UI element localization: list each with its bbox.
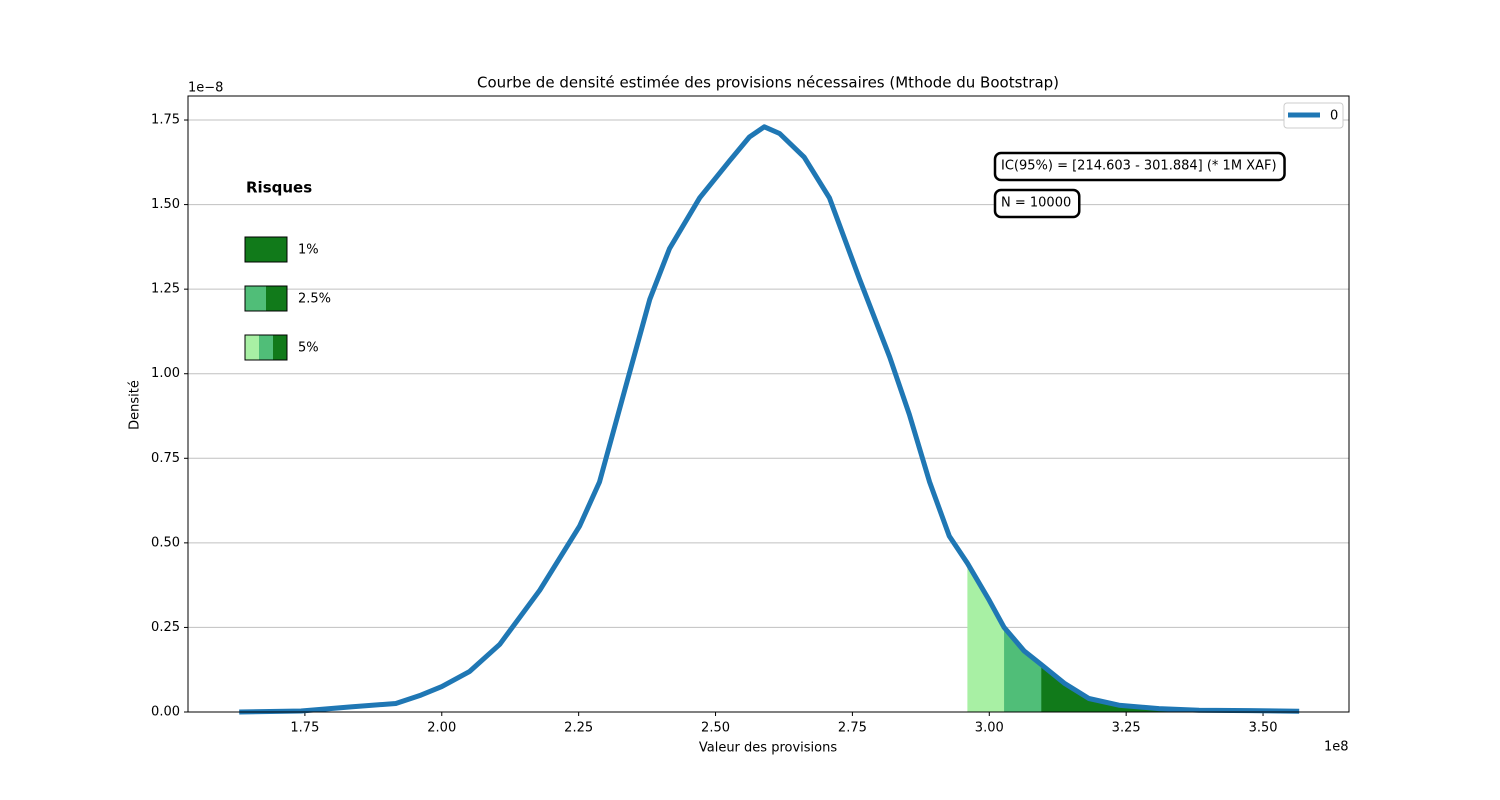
x-axis-label: Valeur des provisions: [699, 741, 837, 756]
risk-legend-patch: [245, 237, 287, 262]
risk-legend-border: [244, 236, 288, 263]
legend-label: 0: [1330, 109, 1338, 124]
x-offset: 1e8: [1324, 740, 1349, 755]
y-tick-label: 1.25: [151, 282, 180, 297]
risk-legend-title: Risques: [246, 179, 312, 197]
x-tick-label: 2.75: [838, 721, 867, 736]
risk-legend-label: 2.5%: [298, 292, 331, 307]
y-axis-label: Densité: [128, 380, 143, 430]
risk-legend-patch: [245, 286, 266, 311]
y-tick-label: 1.00: [151, 366, 180, 381]
risk-legend-label: 5%: [298, 341, 319, 356]
risk-region: [1041, 664, 1300, 712]
risk-region: [1004, 627, 1300, 712]
annotation: IC(95%) = [214.603 - 301.884] (* 1M XAF): [1001, 159, 1277, 174]
x-tick-label: 3.00: [975, 721, 1004, 736]
risk-legend-label: 1%: [298, 243, 319, 258]
x-tick-label: 2.25: [564, 721, 593, 736]
x-tick-label: 2.00: [427, 721, 456, 736]
plot-frame: [187, 95, 1350, 713]
annotation-box: [993, 151, 1286, 182]
chart-title: Courbe de densité estimée des provisions…: [477, 74, 1059, 92]
y-tick-label: 0.00: [151, 705, 180, 720]
x-tick-label: 3.25: [1112, 721, 1141, 736]
risk-legend-patch: [266, 286, 287, 311]
annotation: N = 10000: [1001, 196, 1071, 211]
x-tick-label: 3.50: [1249, 721, 1278, 736]
risk-legend-patch: [245, 335, 259, 360]
risk-legend-patch: [259, 335, 273, 360]
density-line: [239, 124, 1300, 715]
risk-legend-border: [244, 334, 288, 361]
annotation-box: [993, 188, 1081, 219]
y-offset: 1e−8: [188, 81, 223, 96]
y-tick-label: 0.50: [151, 535, 180, 550]
y-tick-label: 0.25: [151, 620, 180, 635]
x-tick-label: 1.75: [290, 721, 319, 736]
risk-legend-border: [244, 285, 288, 312]
y-tick-label: 1.75: [151, 113, 180, 128]
x-tick-label: 2.50: [701, 721, 730, 736]
y-tick-label: 1.50: [151, 197, 180, 212]
y-tick-label: 0.75: [151, 451, 180, 466]
risk-legend-patch: [273, 335, 287, 360]
